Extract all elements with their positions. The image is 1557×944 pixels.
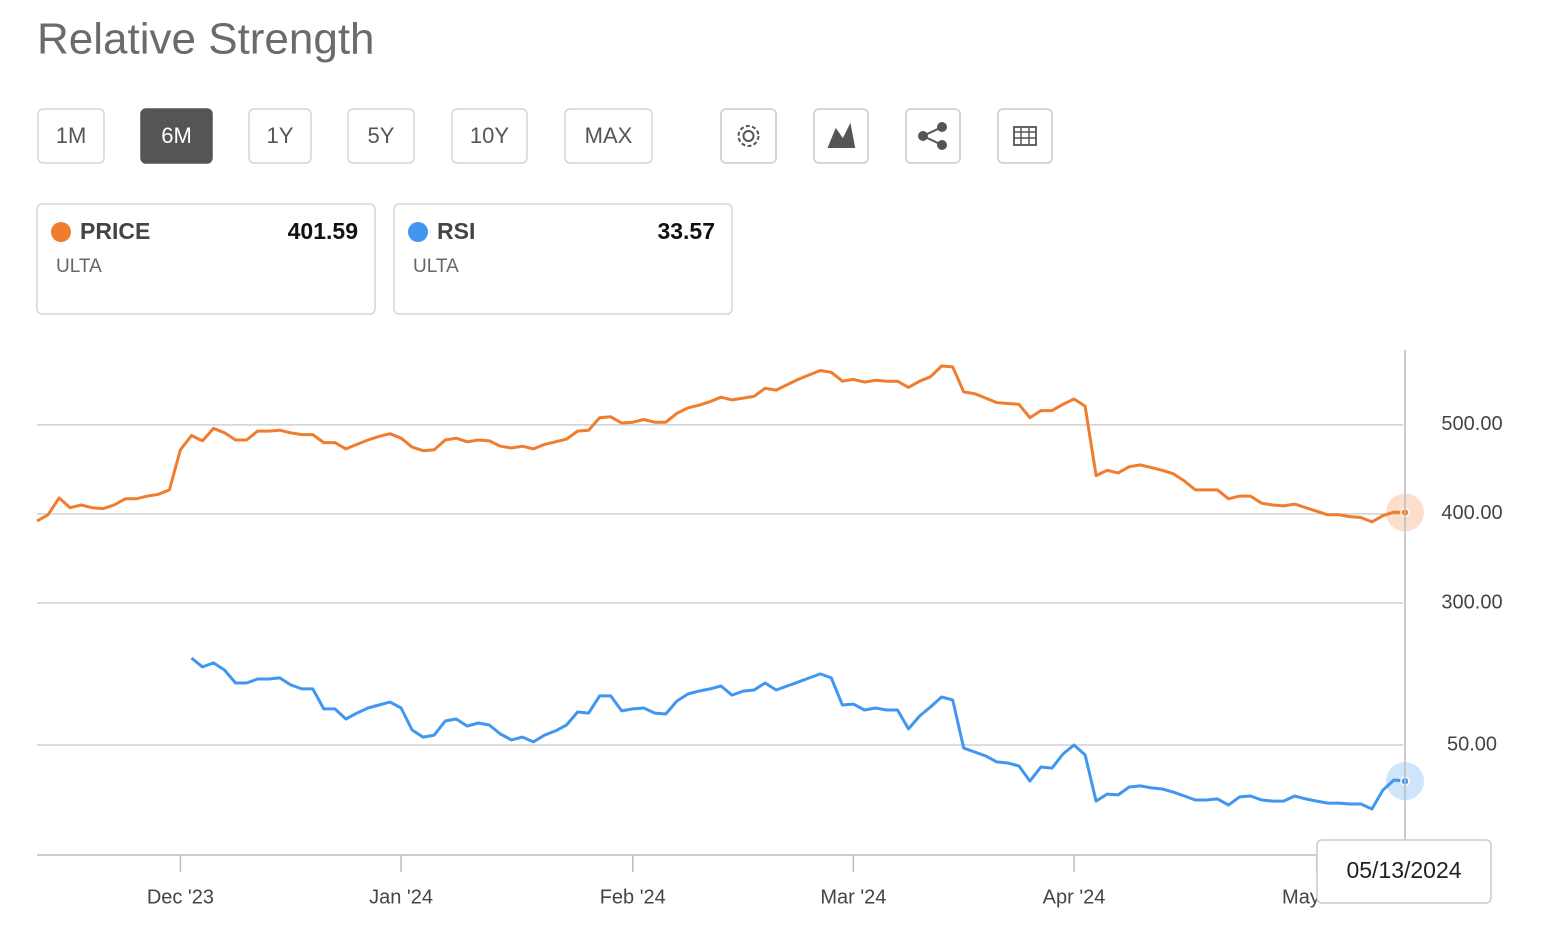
x-tick-label: Feb '24 xyxy=(600,886,666,908)
range-button[interactable]: MAX xyxy=(564,108,653,164)
card-bg xyxy=(36,203,376,315)
plot: 300.00 400.00 500.00 50.00 Dec '23 Jan '24 Feb… xyxy=(36,350,1503,908)
x-tick-label: Mar '24 xyxy=(820,886,886,908)
x-tick-label: Dec '23 xyxy=(147,886,214,908)
legend-dot xyxy=(408,222,428,242)
legend-value: 401.59 xyxy=(288,218,358,244)
tooltip-bg xyxy=(1316,839,1492,904)
table-button[interactable] xyxy=(997,108,1053,164)
button-bg xyxy=(347,108,415,164)
y-tick-label: 400.00 xyxy=(1441,502,1502,524)
y-tick-label: 300.00 xyxy=(1441,591,1502,613)
button-bg xyxy=(140,108,213,164)
button-label: 6M xyxy=(161,123,192,148)
legend-dot xyxy=(51,222,71,242)
button-bg xyxy=(37,108,105,164)
x-tick-label: Apr '24 xyxy=(1043,886,1106,908)
page-title: Relative Strength xyxy=(37,15,375,64)
tooltip-date: 05/13/2024 xyxy=(1346,857,1461,883)
legend-name: PRICE xyxy=(80,218,150,244)
button-bg xyxy=(564,108,653,164)
range-button[interactable]: 5Y xyxy=(347,108,415,164)
legend-cards: PRICE 401.59 ULTA RSI 33.57 ULTA xyxy=(36,203,733,315)
y-tick-label: 50.00 xyxy=(1447,733,1497,755)
share-button[interactable] xyxy=(905,108,961,164)
legend-card: RSI 33.57 ULTA xyxy=(393,203,733,315)
y-tick-label: 500.00 xyxy=(1441,413,1502,435)
chart-type-button[interactable] xyxy=(813,108,869,164)
legend-name: RSI xyxy=(437,218,475,244)
legend-symbol: ULTA xyxy=(56,256,102,277)
range-buttons: 1M 6M 1Y 5Y 10Y MAX xyxy=(37,108,653,164)
legend-value: 33.57 xyxy=(657,218,715,244)
card-bg xyxy=(393,203,733,315)
series-line xyxy=(190,656,1406,811)
button-label: 1M xyxy=(56,123,87,148)
button-bg xyxy=(248,108,312,164)
button-label: MAX xyxy=(585,123,633,148)
legend-symbol: ULTA xyxy=(413,256,459,277)
range-button[interactable]: 1Y xyxy=(248,108,312,164)
button-label: 5Y xyxy=(368,123,395,148)
settings-button[interactable] xyxy=(720,108,777,164)
legend-card: PRICE 401.59 ULTA xyxy=(36,203,376,315)
button-label: 10Y xyxy=(470,123,509,148)
series-line xyxy=(36,364,1406,524)
icon-buttons xyxy=(720,108,1053,164)
button-label: 1Y xyxy=(267,123,294,148)
date-tooltip: 05/13/2024 xyxy=(1316,839,1492,904)
range-button[interactable]: 6M xyxy=(140,108,213,164)
button-bg xyxy=(451,108,528,164)
x-tick-label: Jan '24 xyxy=(369,886,433,908)
range-button[interactable]: 1M xyxy=(37,108,105,164)
range-button[interactable]: 10Y xyxy=(451,108,528,164)
